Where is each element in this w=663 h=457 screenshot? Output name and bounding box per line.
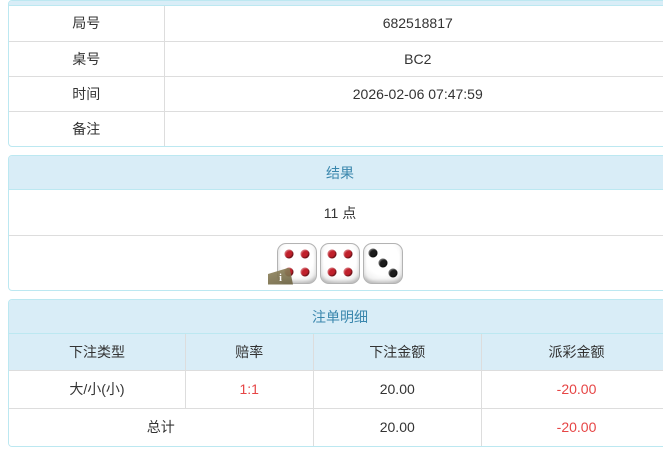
- die-pip: [300, 267, 310, 277]
- bets-panel: 注单明细 下注类型 赔率 下注金额 派彩金额 大/小(小) 1:1 20.00 …: [8, 299, 663, 447]
- die-4: i: [268, 242, 317, 285]
- time-label: 时间: [9, 75, 165, 111]
- time-value: 2026-02-06 07:47:59: [164, 75, 663, 111]
- bet-amount: 20.00: [312, 369, 482, 408]
- die-pip: [327, 267, 337, 277]
- bet-row: 大/小(小) 1:1 20.00 -20.00: [9, 369, 663, 408]
- die-pip: [300, 249, 310, 259]
- dice-info-badge-icon[interactable]: i: [268, 267, 293, 285]
- page-content: 局号 682518817 桌号 BC2 时间 2026-02-06 07:47:…: [8, 0, 663, 447]
- round-id-value: 682518817: [382, 15, 453, 32]
- die-pip: [343, 267, 353, 277]
- die-4: [320, 242, 360, 284]
- bet-type: 大/小(小): [9, 369, 186, 408]
- bets-table: 下注类型 赔率 下注金额 派彩金额 大/小(小) 1:1 20.00 -20.0…: [9, 334, 663, 446]
- game-info-panel: 局号 682518817 桌号 BC2 时间 2026-02-06 07:47:…: [8, 0, 663, 147]
- die-pip: [378, 258, 388, 268]
- total-label: 总计: [9, 407, 314, 446]
- bets-header-row: 下注类型 赔率 下注金额 派彩金额: [9, 334, 663, 370]
- column-odds: 赔率: [184, 334, 314, 370]
- remark-label: 备注: [9, 110, 165, 146]
- bet-payout: -20.00: [481, 369, 663, 408]
- result-panel: 结果 11 点 i: [8, 155, 663, 291]
- die-3: [363, 242, 403, 284]
- table-id-value: BC2: [164, 40, 663, 76]
- column-payout: 派彩金额: [481, 334, 663, 370]
- bets-panel-title: 注单明细: [9, 300, 663, 334]
- table-row: 时间 2026-02-06 07:47:59: [9, 75, 663, 111]
- dice-row: i: [9, 236, 663, 290]
- remark-value: [164, 110, 663, 146]
- die-pip: [388, 268, 398, 278]
- column-bet-type: 下注类型: [9, 334, 186, 370]
- result-panel-title: 结果: [9, 156, 663, 190]
- game-info-table: 局号 682518817 桌号 BC2 时间 2026-02-06 07:47:…: [9, 6, 663, 146]
- die-pip: [343, 249, 353, 259]
- column-bet-amount: 下注金额: [312, 334, 482, 370]
- result-points: 11 点: [9, 190, 663, 236]
- die-pip: [284, 249, 294, 259]
- die-pip: [368, 248, 378, 258]
- die-pip: [327, 249, 337, 259]
- total-payout: -20.00: [481, 407, 663, 446]
- round-id-label: 局号: [9, 6, 165, 41]
- bet-odds: 1:1: [184, 369, 314, 408]
- table-id-label: 桌号: [9, 40, 165, 76]
- table-row: 局号 682518817: [9, 6, 663, 41]
- game-info-heading-strip: [9, 1, 663, 6]
- table-row: 备注: [9, 110, 663, 146]
- table-row: 桌号 BC2: [9, 40, 663, 76]
- total-bet-amount: 20.00: [312, 407, 482, 446]
- total-row: 总计 20.00 -20.00: [9, 407, 663, 446]
